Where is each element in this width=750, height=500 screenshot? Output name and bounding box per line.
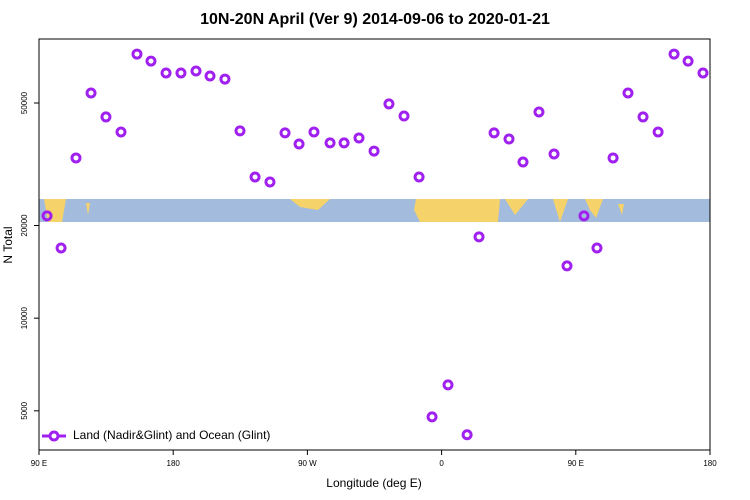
point: [204, 70, 216, 82]
legend-marker: [48, 430, 60, 442]
point: [115, 126, 127, 138]
point: [548, 148, 560, 160]
point: [308, 126, 320, 138]
point: [517, 156, 529, 168]
point: [461, 429, 473, 441]
point: [697, 67, 709, 79]
point: [353, 132, 365, 144]
point: [131, 48, 143, 60]
y-tick-label: 10000: [20, 306, 29, 329]
y-tick-label: 5000: [20, 401, 29, 419]
point: [413, 171, 425, 183]
point: [219, 73, 231, 85]
point: [279, 127, 291, 139]
point: [426, 411, 438, 423]
point: [249, 171, 261, 183]
x-axis-title: Longitude (deg E): [326, 476, 421, 490]
x-tick-label: 90 E: [31, 459, 47, 468]
point: [398, 110, 410, 122]
point: [70, 152, 82, 164]
point: [591, 242, 603, 254]
point: [637, 111, 649, 123]
y-axis-title: N Total: [1, 226, 15, 263]
point: [264, 176, 276, 188]
y-tick-label: 20000: [20, 214, 29, 237]
x-tick-label: 0: [439, 459, 444, 468]
point: [293, 138, 305, 150]
point: [234, 125, 246, 137]
x-tick-label: 180: [167, 459, 181, 468]
point: [55, 242, 67, 254]
x-tick-label: 90 E: [568, 459, 584, 468]
point: [100, 111, 112, 123]
point: [442, 379, 454, 391]
point: [668, 48, 680, 60]
point: [324, 137, 336, 149]
point: [533, 106, 545, 118]
plot-frame: [38, 38, 711, 451]
point: [368, 145, 380, 157]
point: [488, 127, 500, 139]
point: [652, 126, 664, 138]
point: [578, 210, 590, 222]
x-tick-label: 90 W: [298, 459, 317, 468]
point: [175, 67, 187, 79]
legend-label: Land (Nadir&Glint) and Ocean (Glint): [73, 428, 270, 442]
point: [190, 65, 202, 77]
point: [160, 67, 172, 79]
y-tick-label: 50000: [20, 91, 29, 114]
chart-title: 10N-20N April (Ver 9) 2014-09-06 to 2020…: [200, 11, 550, 28]
point: [85, 87, 97, 99]
point: [682, 55, 694, 67]
map-strip: [39, 199, 710, 222]
point: [473, 231, 485, 243]
x-tick-label: 180: [703, 459, 717, 468]
point: [622, 87, 634, 99]
point: [41, 210, 53, 222]
point: [145, 55, 157, 67]
point: [503, 133, 515, 145]
point: [561, 260, 573, 272]
point: [607, 152, 619, 164]
point: [383, 98, 395, 110]
point: [338, 137, 350, 149]
